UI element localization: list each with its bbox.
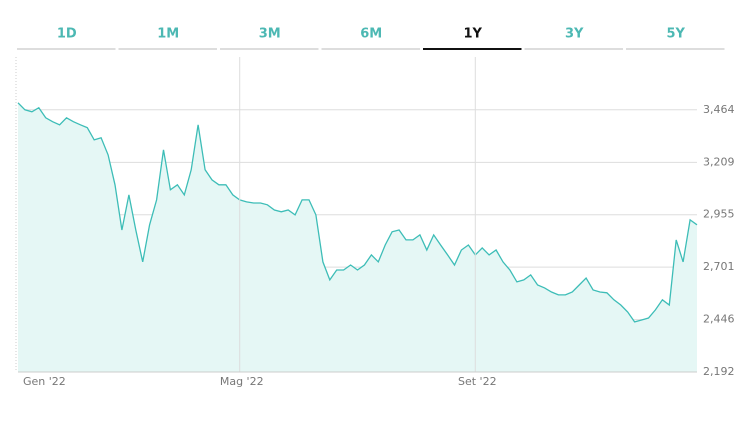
tab-label[interactable]: 3Y [565, 27, 584, 42]
x-tick-label: Gen '22 [23, 375, 66, 388]
area-fill [18, 102, 697, 373]
tab-label[interactable]: 1Y [464, 27, 483, 42]
price-line [17, 102, 698, 323]
y-tick-label: 2,192 [703, 365, 735, 378]
y-tick-label: 3,464 [703, 103, 735, 116]
y-tick-label: 3,209 [703, 155, 735, 168]
tab-label[interactable]: 6M [360, 27, 382, 42]
y-tick-label: 2,701 [703, 260, 735, 273]
tab-label[interactable]: 5Y [667, 27, 686, 42]
x-tick-label: Set '22 [458, 375, 497, 388]
tab-label[interactable]: 1D [57, 27, 77, 42]
y-tick-label: 2,446 [703, 313, 735, 326]
tab-label[interactable]: 1M [157, 27, 179, 42]
x-tick-label: Mag '22 [220, 375, 264, 388]
y-tick-label: 2,955 [703, 208, 735, 221]
tab-label[interactable]: 3M [259, 27, 281, 42]
